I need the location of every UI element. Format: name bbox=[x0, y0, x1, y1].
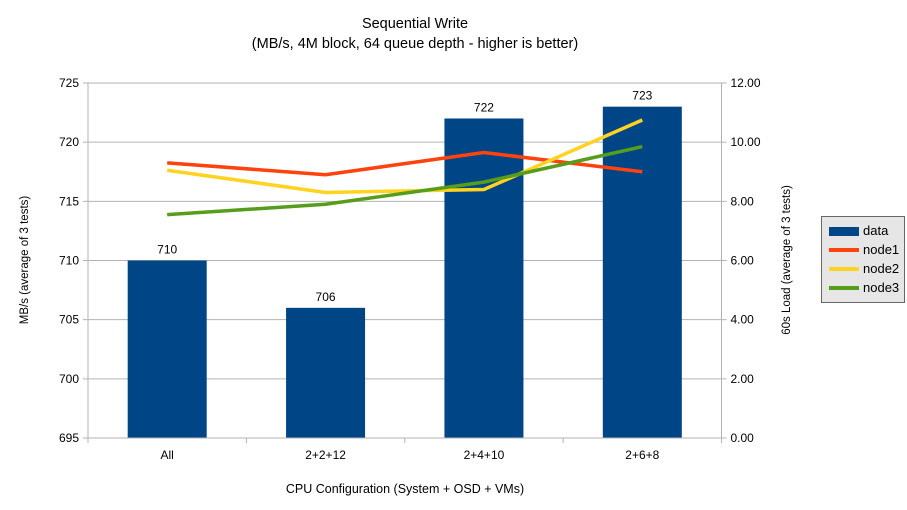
y-tick-label-right: 4.00 bbox=[731, 313, 755, 327]
legend-label-node3: node3 bbox=[863, 280, 900, 295]
bar-data-label: 722 bbox=[474, 101, 494, 115]
bar-All bbox=[127, 260, 207, 438]
legend-swatch-data bbox=[829, 226, 859, 236]
legend-swatch-node1 bbox=[829, 248, 859, 252]
bar-2+6+8 bbox=[602, 106, 682, 439]
legend-swatch-node3 bbox=[829, 286, 859, 290]
legend: data node1 node2 node3 bbox=[821, 216, 905, 303]
y-tick-label-left: 720 bbox=[59, 135, 79, 149]
series-line-node2 bbox=[166, 118, 644, 195]
y-tick-label-right: 2.00 bbox=[731, 372, 755, 386]
y-tick-label-left: 710 bbox=[59, 254, 79, 268]
bar-data-label: 706 bbox=[316, 290, 336, 304]
y-tick-label-left: 725 bbox=[59, 76, 79, 90]
legend-item-data: data bbox=[829, 224, 898, 238]
x-category-label: All bbox=[161, 448, 174, 462]
bar-data-label: 723 bbox=[632, 89, 652, 103]
x-category-label: 2+6+8 bbox=[625, 448, 659, 462]
legend-item-node3: node3 bbox=[829, 280, 900, 295]
y-tick-label-right: 8.00 bbox=[731, 194, 755, 208]
y-tick-label-right: 0.00 bbox=[731, 431, 755, 445]
x-category-label: 2+2+12 bbox=[305, 448, 346, 462]
series-line-node3 bbox=[167, 144, 643, 217]
bar-2+4+10 bbox=[444, 118, 524, 438]
legend-label-data: data bbox=[863, 223, 889, 238]
y-axis-title-left: MB/s (average of 3 tests) bbox=[19, 195, 31, 325]
x-category-label: 2+4+10 bbox=[464, 448, 505, 462]
bar-data-label: 710 bbox=[157, 243, 177, 257]
legend-item-node1: node1 bbox=[829, 242, 900, 257]
y-axis-title-right: 60s Load (average of 3 tests) bbox=[781, 185, 793, 335]
chart-subtitle: (MB/s, 4M block, 64 queue depth - higher… bbox=[251, 36, 579, 52]
y-tick-label-right: 12.00 bbox=[731, 76, 761, 90]
y-tick-label-left: 695 bbox=[59, 431, 79, 445]
series-line-node1 bbox=[167, 150, 643, 177]
legend-swatch-node2 bbox=[829, 267, 859, 271]
y-tick-label-left: 705 bbox=[59, 313, 79, 327]
x-axis-title: CPU Configuration (System + OSD + VMs) bbox=[285, 482, 525, 496]
y-tick-label-left: 715 bbox=[59, 194, 79, 208]
y-tick-label-right: 10.00 bbox=[731, 135, 761, 149]
bar-2+2+12 bbox=[286, 307, 366, 438]
legend-item-node2: node2 bbox=[829, 261, 900, 276]
legend-label-node1: node1 bbox=[863, 242, 900, 257]
chart-title: Sequential Write bbox=[361, 16, 469, 32]
legend-label-node2: node2 bbox=[863, 261, 900, 276]
y-tick-label-left: 700 bbox=[59, 372, 79, 386]
y-tick-label-right: 6.00 bbox=[731, 254, 755, 268]
